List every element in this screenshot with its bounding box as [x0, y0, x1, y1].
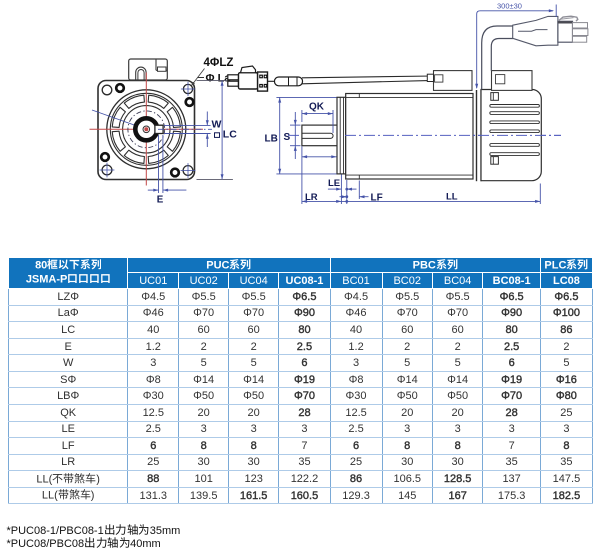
svg-text:E: E: [157, 195, 164, 206]
svg-text:300±30: 300±30: [497, 2, 522, 11]
svg-text:W: W: [212, 119, 222, 131]
svg-text:QK: QK: [309, 102, 325, 113]
svg-text:S: S: [284, 132, 291, 143]
svg-text:LB: LB: [265, 134, 278, 145]
svg-text:4ΦLZ: 4ΦLZ: [204, 57, 234, 69]
svg-text:LC: LC: [223, 129, 237, 141]
svg-text:LR: LR: [305, 192, 318, 203]
svg-text:LL: LL: [446, 191, 458, 202]
svg-text:Φ La: Φ La: [206, 73, 232, 85]
svg-text:LF: LF: [371, 193, 383, 204]
svg-text:LE: LE: [328, 178, 340, 189]
